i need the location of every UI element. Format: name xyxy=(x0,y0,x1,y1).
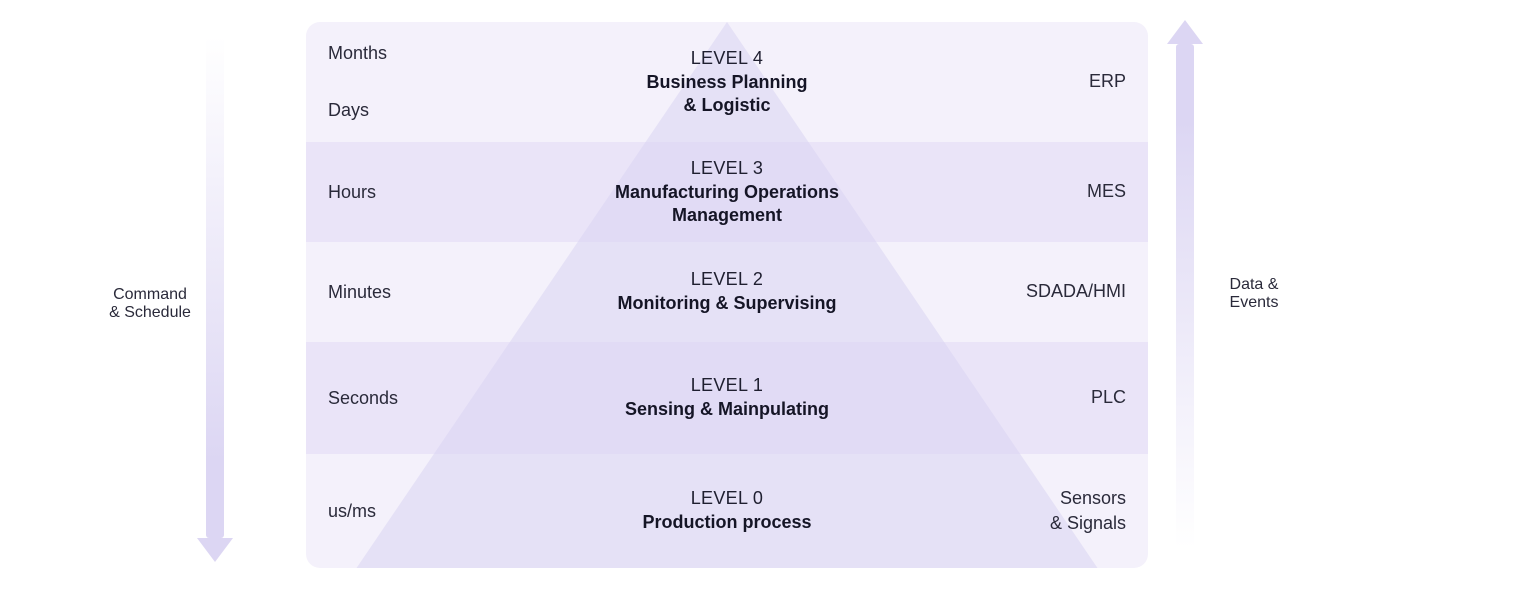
arrow-head-icon xyxy=(1167,20,1203,44)
row-system: SDADA/HMI xyxy=(1026,279,1126,304)
pyramid-row-level-0: us/msLEVEL 0Production processSensors & … xyxy=(306,454,1148,568)
row-level-title: Business Planning & Logistic xyxy=(306,71,1148,116)
right-arrow-data-events xyxy=(1167,20,1203,548)
row-level-tag: LEVEL 0 xyxy=(306,488,1148,509)
pyramid-row-level-4: Months DaysLEVEL 4Business Planning & Lo… xyxy=(306,22,1148,142)
row-level-tag: LEVEL 1 xyxy=(306,375,1148,396)
row-system: MES xyxy=(1087,179,1126,204)
row-level-tag: LEVEL 3 xyxy=(306,158,1148,179)
left-arrow-command-schedule xyxy=(197,36,233,562)
row-level-tag: LEVEL 2 xyxy=(306,269,1148,290)
left-arrow-label: Command & Schedule xyxy=(100,286,200,322)
row-center: LEVEL 1Sensing & Mainpulating xyxy=(306,375,1148,421)
row-level-title: Monitoring & Supervising xyxy=(306,292,1148,315)
row-center: LEVEL 2Monitoring & Supervising xyxy=(306,269,1148,315)
row-system: Sensors & Signals xyxy=(1050,486,1126,536)
row-center: LEVEL 0Production process xyxy=(306,488,1148,534)
row-system: PLC xyxy=(1091,385,1126,410)
pyramid-panel: Months DaysLEVEL 4Business Planning & Lo… xyxy=(306,22,1148,568)
row-level-title: Production process xyxy=(306,511,1148,534)
row-center: LEVEL 3Manufacturing Operations Manageme… xyxy=(306,158,1148,226)
diagram-stage: Command & Schedule Data & Events Months … xyxy=(0,0,1520,589)
pyramid-row-level-3: HoursLEVEL 3Manufacturing Operations Man… xyxy=(306,142,1148,242)
row-level-title: Manufacturing Operations Management xyxy=(306,181,1148,226)
right-arrow-label: Data & Events xyxy=(1209,276,1299,312)
row-system: ERP xyxy=(1089,69,1126,94)
row-level-tag: LEVEL 4 xyxy=(306,48,1148,69)
arrow-shaft xyxy=(206,36,224,538)
pyramid-row-level-2: MinutesLEVEL 2Monitoring & SupervisingSD… xyxy=(306,242,1148,342)
arrow-shaft xyxy=(1176,44,1194,548)
row-level-title: Sensing & Mainpulating xyxy=(306,398,1148,421)
pyramid-row-level-1: SecondsLEVEL 1Sensing & MainpulatingPLC xyxy=(306,342,1148,454)
arrow-head-icon xyxy=(197,538,233,562)
row-center: LEVEL 4Business Planning & Logistic xyxy=(306,48,1148,116)
